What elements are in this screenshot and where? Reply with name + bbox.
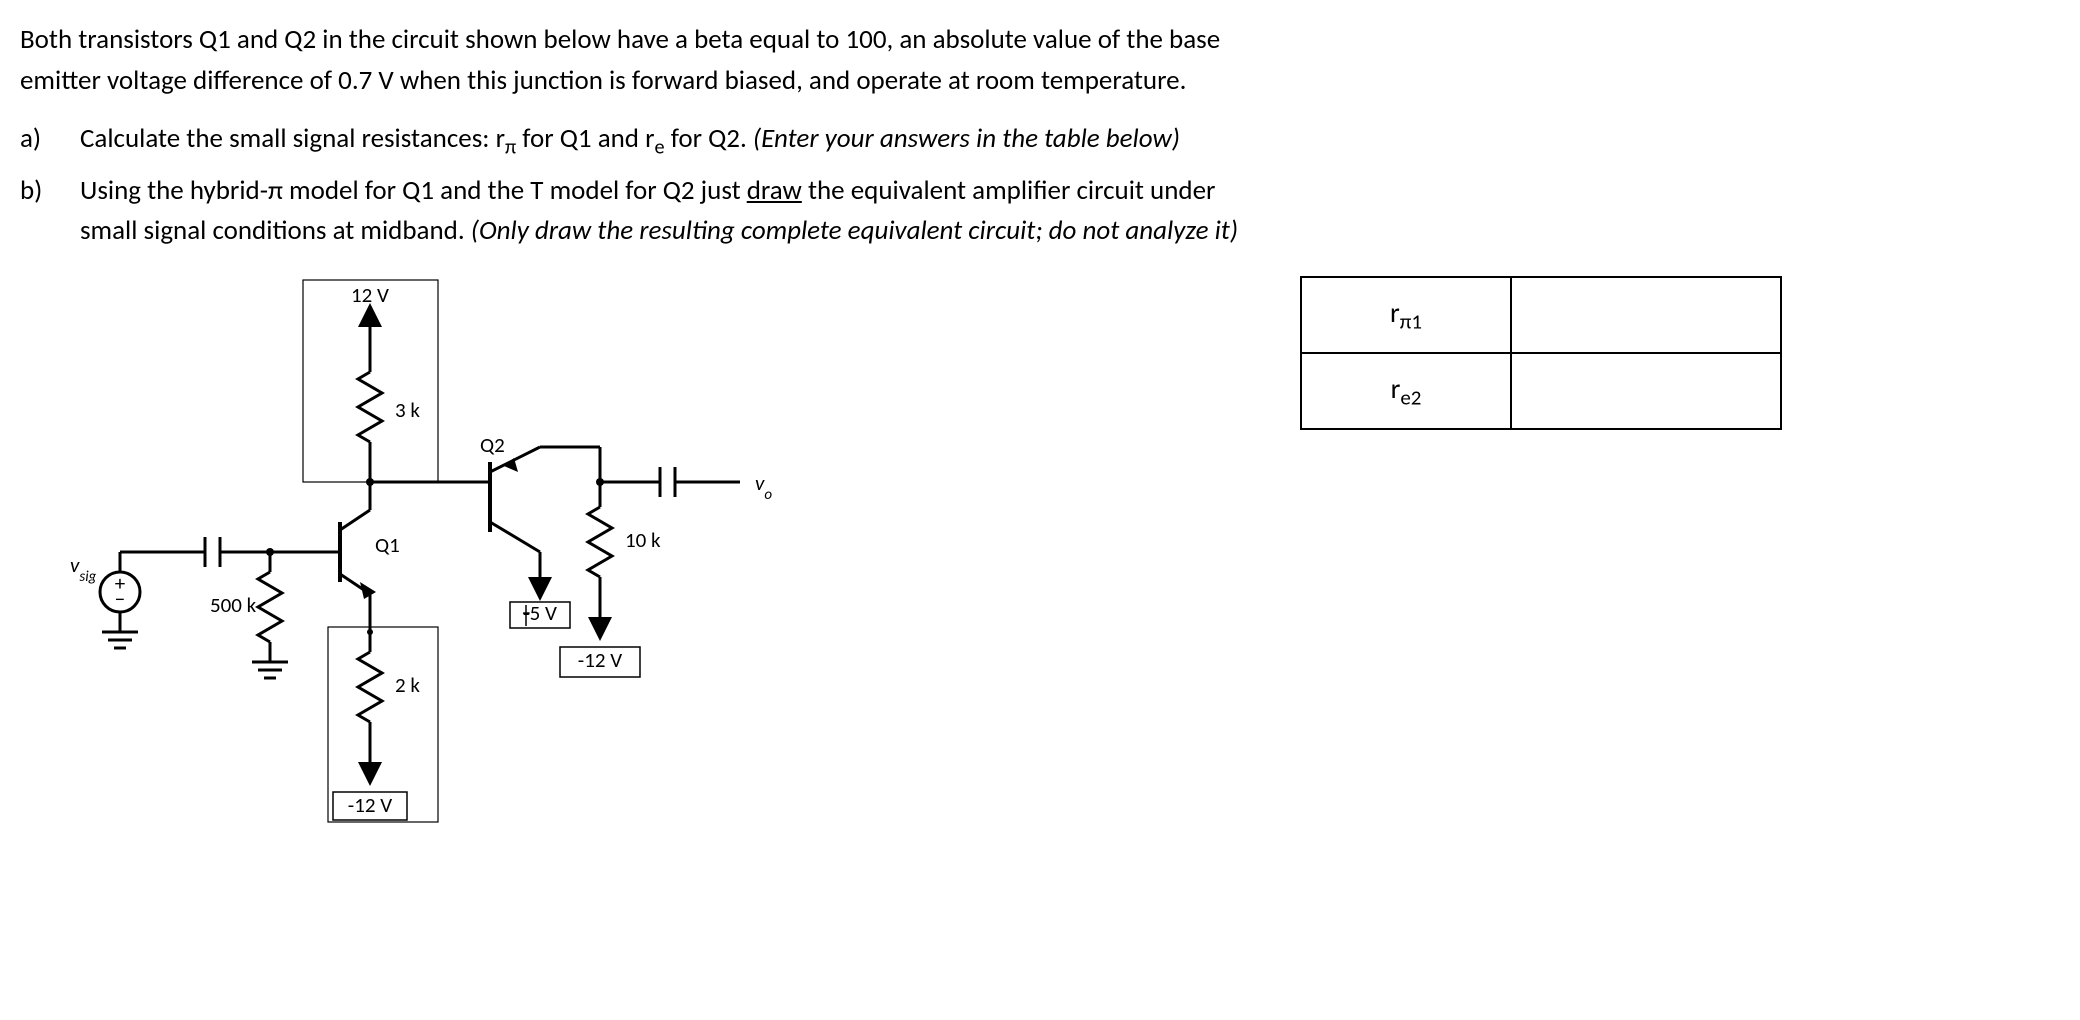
resistor-3k [358,372,382,442]
table-row: rπ1 [1301,277,1781,353]
svg-text:−: − [115,586,125,612]
question-b-label: b) [20,171,80,212]
intro-line2: emitter voltage difference of 0.7 V when… [20,61,2060,102]
question-b: b) Using the hybrid-π model for Q1 and t… [20,171,2060,252]
question-b-text: Using the hybrid-π model for Q1 and the … [80,171,2060,252]
label-2k: 2 k [395,672,420,698]
label-500k: 500 k [210,592,257,618]
label-10k: 10 k [625,527,661,553]
resistor-10k [588,507,612,577]
intro-line1: Both transistors Q1 and Q2 in the circui… [20,20,2060,61]
re2-value[interactable] [1511,353,1781,429]
question-a-label: a) [20,119,80,160]
label-3k: 3 k [395,397,420,423]
question-a: a) Calculate the small signal resistance… [20,119,2060,163]
question-list: a) Calculate the small signal resistance… [20,119,2060,252]
circuit-svg: 12 V 3 k Q2 [40,272,860,852]
resistor-500k [258,572,282,642]
label-neg12-1: -12 V [348,792,392,818]
label-neg5: -5 V [523,600,557,626]
label-q1: Q1 [375,532,400,558]
label-vsig: vsig [70,552,97,586]
label-12v: 12 V [351,282,389,308]
label-vo: vo [755,470,772,504]
answer-table: rπ1 re2 [1300,276,1782,430]
label-q2: Q2 [480,432,505,458]
rpi1-value[interactable] [1511,277,1781,353]
answer-table-area: rπ1 re2 [1300,276,1782,430]
resistor-2k [358,652,382,722]
table-row: re2 [1301,353,1781,429]
question-a-text: Calculate the small signal resistances: … [80,119,2060,163]
circuit-diagram: 12 V 3 k Q2 [40,272,1240,865]
rpi1-label: rπ1 [1301,277,1511,353]
label-neg12-2: -12 V [578,647,622,673]
re2-label: re2 [1301,353,1511,429]
